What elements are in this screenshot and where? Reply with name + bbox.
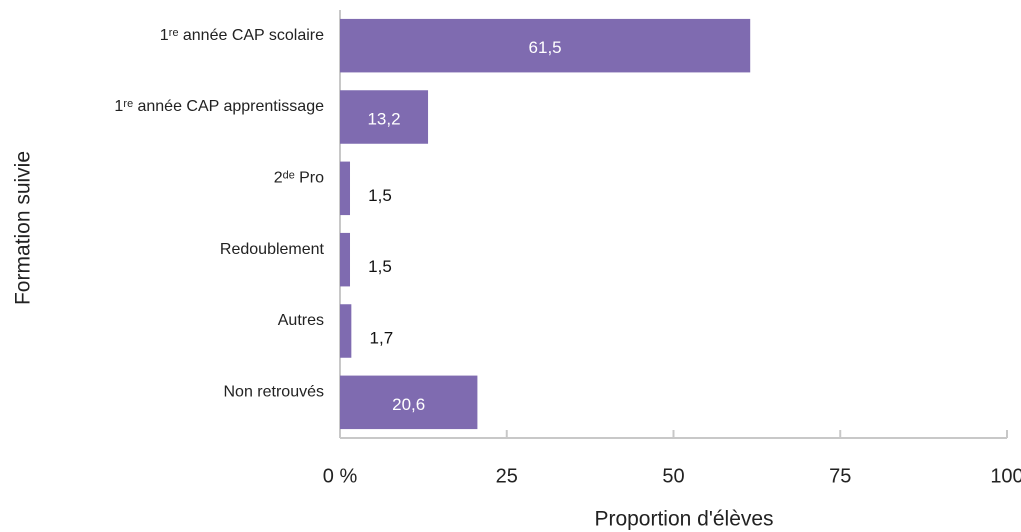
x-tick-label: 25 — [496, 465, 518, 487]
bar — [340, 90, 429, 144]
y-tick-label: Redoublement — [220, 241, 325, 258]
bar — [340, 375, 478, 430]
bar — [340, 232, 351, 287]
x-tick-label: 50 — [662, 465, 684, 487]
y-tick-label: Non retrouvés — [224, 384, 325, 401]
bar — [340, 161, 351, 216]
y-tick-label: 1ʳᵉ année CAP apprentissage — [114, 98, 324, 115]
y-tick-label: 1ʳᵉ année CAP scolaire — [160, 27, 324, 44]
x-axis-title: Proportion d'élèves — [594, 508, 773, 531]
y-tick-label: 2ᵈᵉ Pro — [274, 170, 324, 187]
value-label: 20,6 — [392, 395, 425, 414]
value-label: 1,5 — [368, 257, 392, 276]
x-tick-label: 75 — [829, 465, 851, 487]
y-axis-title: Formation suivie — [12, 151, 35, 305]
bar — [340, 18, 751, 73]
value-label: 61,5 — [529, 38, 562, 57]
y-tick-label: Autres — [278, 312, 324, 329]
x-tick-label: 0 % — [323, 465, 358, 487]
value-label: 13,2 — [367, 109, 400, 128]
bar — [340, 304, 352, 358]
value-label: 1,7 — [370, 328, 394, 347]
x-tick-label: 100 — [990, 465, 1021, 487]
value-label: 1,5 — [368, 186, 392, 205]
